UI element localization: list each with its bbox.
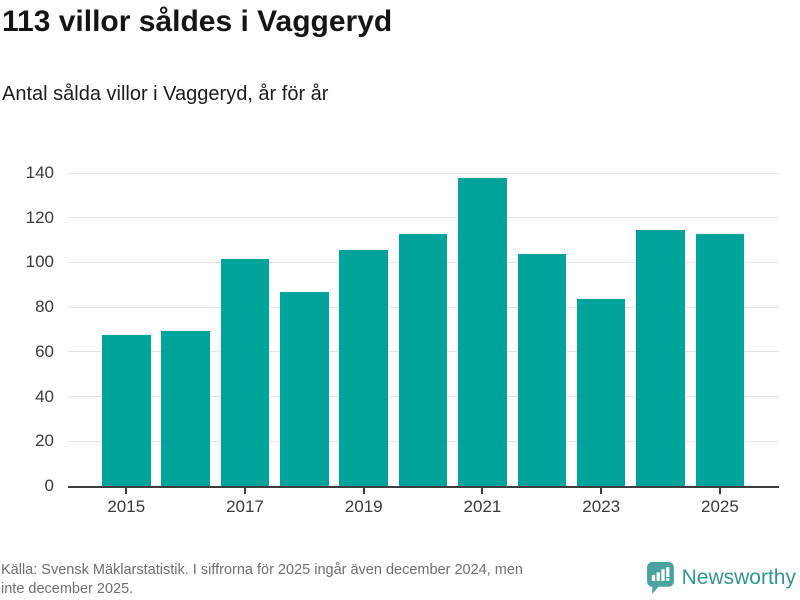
y-axis-label-100: 100 — [25, 252, 54, 272]
x-tick-2019 — [362, 488, 365, 494]
y-axis-label-0: 0 — [44, 476, 54, 495]
x-tick-2015 — [125, 488, 128, 494]
bar-2015 — [102, 334, 151, 487]
bar-2020 — [398, 234, 448, 487]
x-axis-label-2017: 2017 — [226, 497, 264, 516]
x-tick-2023 — [600, 488, 603, 494]
bar-2017 — [220, 258, 270, 487]
x-axis-label-2019: 2019 — [344, 497, 383, 516]
source-note: Källa: Svensk Mäklarstatistik. I siffror… — [1, 561, 523, 598]
x-tick-2025 — [718, 488, 721, 494]
y-axis-label-80: 80 — [35, 297, 54, 317]
y-axis-label-40: 40 — [35, 386, 54, 406]
y-axis-label-120: 120 — [25, 207, 54, 227]
y-axis-label-140: 140 — [25, 163, 54, 182]
x-axis-label-2025: 2025 — [701, 497, 739, 516]
gridline-120 — [68, 217, 779, 219]
gridline-140 — [68, 172, 779, 174]
bar-2025 — [695, 234, 745, 487]
source-note-line-1: Källa: Svensk Mäklarstatistik. I siffror… — [1, 562, 523, 578]
bar-2023 — [576, 299, 626, 487]
x-axis-label-2015: 2015 — [107, 497, 146, 516]
bar-2016 — [161, 330, 210, 487]
source-note-line-2: inte december 2025. — [1, 580, 134, 597]
chart-title: 113 villor såldes i Vaggeryd — [2, 5, 393, 38]
newsworthy-logo-text: Newsworthy — [681, 566, 796, 589]
bar-2024 — [636, 229, 685, 487]
x-tick-2017 — [243, 488, 246, 494]
newsworthy-logo: Newsworthy — [646, 562, 796, 594]
bar-2022 — [517, 254, 567, 487]
x-tick-2021 — [481, 488, 484, 494]
chart-subtitle: Antal sålda villor i Vaggeryd, år för år — [2, 83, 329, 105]
y-axis-label-60: 60 — [35, 341, 54, 361]
x-axis-label-2021: 2021 — [463, 497, 502, 516]
newsworthy-logo-icon — [646, 562, 674, 594]
y-axis-label-20: 20 — [35, 431, 54, 451]
bar-2019 — [339, 250, 388, 487]
bar-2018 — [280, 292, 329, 487]
x-axis-label-2023: 2023 — [582, 497, 621, 516]
bar-2021 — [458, 178, 507, 487]
x-axis-line — [68, 486, 779, 488]
